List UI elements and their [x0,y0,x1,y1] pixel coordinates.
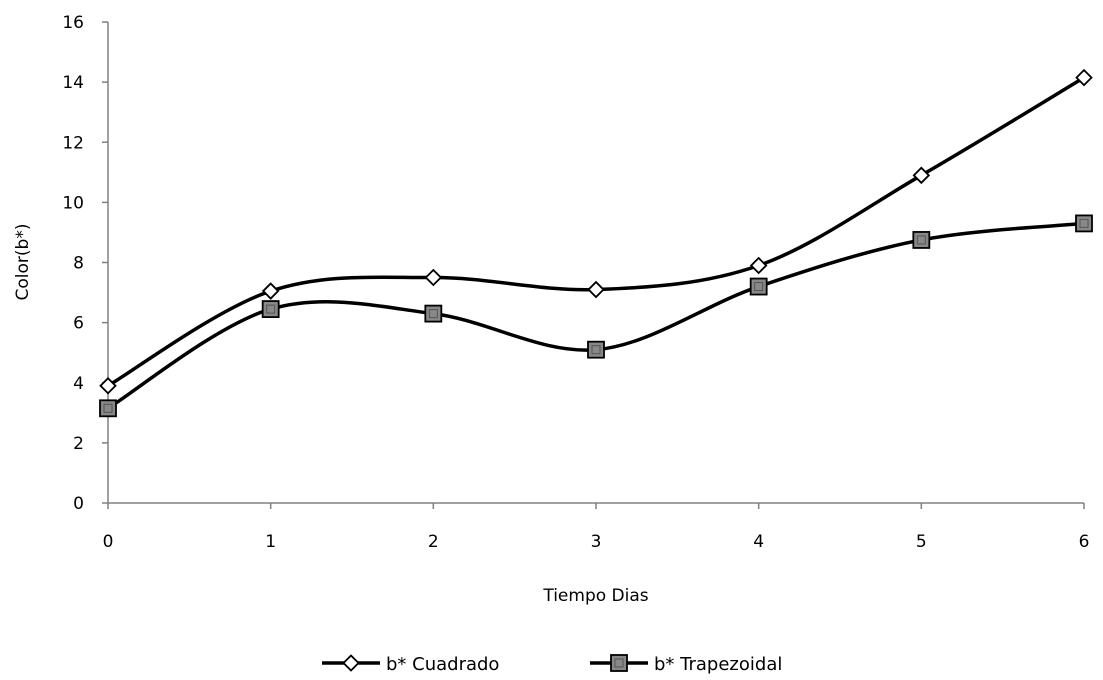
x-axis: 0 1 2 3 4 5 6 [103,502,1090,552]
data-point-trapezoidal-inner [591,345,601,355]
y-tick-label: 14 [62,73,84,93]
y-tick-label: 10 [62,193,84,213]
x-tick-label: 5 [916,532,927,552]
y-tick-label: 4 [73,374,84,394]
legend-label: b* Trapezoidal [654,654,782,675]
legend-label: b* Cuadrado [386,654,499,675]
data-point-trapezoidal [587,340,605,359]
data-point-trapezoidal [912,231,931,249]
series-line-trapezoidal [107,221,1085,410]
data-point-trapezoidal-inner [754,282,764,292]
series-line-cuadrado [107,76,1085,388]
legend-marker [610,654,628,672]
y-axis-label: Color(b*) [13,224,33,301]
series-cuadrado [99,68,1093,395]
legend-marker-inner [614,658,624,668]
data-point-trapezoidal-inner [428,309,438,319]
series-trapezoidal [99,214,1093,418]
data-point-trapezoidal-body [1075,214,1093,233]
y-tick-label: 0 [73,494,84,514]
x-tick-label: 6 [1079,532,1090,552]
x-tick-label: 0 [103,532,114,552]
legend-marker-body [610,654,628,672]
y-tick-label: 16 [62,13,84,33]
data-point-trapezoidal [261,300,280,318]
data-point-cuadrado [99,376,117,395]
data-point-trapezoidal-body [261,300,280,318]
data-point-trapezoidal-body [749,277,768,296]
data-point-cuadrado [912,166,931,185]
y-tick-label: 2 [73,434,84,454]
x-tick-label: 2 [428,532,439,552]
legend-item-trapezoidal: b* Trapezoidal [590,654,782,675]
y-tick-label: 6 [73,314,84,334]
data-point-cuadrado [1075,68,1093,87]
data-point-trapezoidal-inner [1079,218,1089,228]
data-point-trapezoidal-body [912,231,931,249]
data-point-cuadrado [261,282,280,300]
data-point-cuadrado [587,280,605,299]
data-point-trapezoidal [1075,214,1093,233]
data-point-trapezoidal [749,277,768,296]
x-tick-label: 4 [753,532,764,552]
data-point-cuadrado [424,268,443,287]
data-point-trapezoidal [99,399,117,418]
data-point-trapezoidal-body [424,304,443,323]
legend: b* Cuadrado b* Trapezoidal [322,654,782,675]
y-axis: 0 2 4 6 8 10 12 14 16 [62,13,109,514]
data-point-trapezoidal-body [99,399,117,418]
y-tick-label: 12 [62,133,84,153]
data-point-trapezoidal-inner [266,304,276,314]
x-tick-label: 3 [591,532,602,552]
series-area [99,68,1093,418]
legend-marker [342,654,360,672]
data-point-cuadrado [749,256,768,275]
data-point-trapezoidal-inner [916,235,926,245]
y-tick-label: 8 [73,254,84,274]
data-point-trapezoidal [424,304,443,323]
x-axis-label: Tiempo Dias [542,586,648,606]
data-point-trapezoidal-body [587,340,605,359]
data-point-trapezoidal-inner [103,403,113,413]
x-tick-label: 1 [265,532,276,552]
legend-item-cuadrado: b* Cuadrado [322,654,499,675]
